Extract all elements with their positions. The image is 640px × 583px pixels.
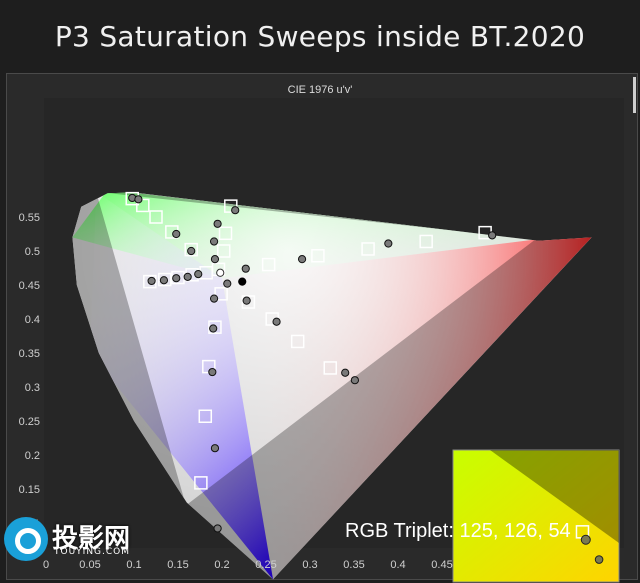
x-tick-label: 0.35 xyxy=(343,559,364,571)
sweep-measured-circle xyxy=(341,368,350,377)
y-tick-label: 0.3 xyxy=(25,382,40,394)
sweep-measured-circle xyxy=(172,229,181,239)
x-tick-label: 0.1 xyxy=(126,559,141,571)
sweep-target-square xyxy=(261,257,276,272)
sweep-measured-circle xyxy=(209,294,219,303)
x-tick-label: 0.4 xyxy=(390,559,405,571)
sweep-target-square xyxy=(136,198,150,213)
sweep-target-square xyxy=(311,249,325,263)
zoom-inset xyxy=(452,449,620,583)
x-tick-label: 0 xyxy=(43,559,49,571)
sweep-measured-circle xyxy=(183,272,192,281)
sweep-measured-circle xyxy=(213,219,222,228)
sweep-measured-circle xyxy=(223,279,232,288)
logo-icon xyxy=(4,517,48,561)
scrollbar-thumb[interactable] xyxy=(633,77,636,113)
sweep-target-square xyxy=(241,295,256,309)
sweep-measured-circle xyxy=(213,524,222,533)
sweep-target-square xyxy=(198,409,213,423)
sweep-target-square xyxy=(218,226,233,241)
x-axis: 00.050.10.150.20.250.30.350.40.450.50.55 xyxy=(43,559,541,571)
logo-text: 投影网 xyxy=(52,524,131,554)
rgb-triplet-readout: RGB Triplet: 125, 126, 54 xyxy=(345,520,571,542)
sweep-target-square xyxy=(158,272,172,287)
sweep-markers xyxy=(125,191,497,533)
sweep-measured-circle xyxy=(187,246,196,256)
cie-chart: CIE 1976 u'v' 0 0.05 0.1 0.15 0.2 0.25 0.3 0.35… xyxy=(19,84,624,583)
sweep-measured-circle xyxy=(194,270,203,279)
y-tick-label: 0.5 xyxy=(25,246,40,258)
y-tick-label: 0.2 xyxy=(25,450,40,462)
sweep-measured-circle xyxy=(241,264,250,273)
site-logo: 投影网 TOUYING.COM xyxy=(4,517,130,561)
y-axis: 0.10.150.20.250.30.350.40.450.50.55 xyxy=(19,212,40,530)
x-tick-label: 0.3 xyxy=(302,559,317,571)
sweep-measured-circle xyxy=(172,274,181,283)
y-tick-label: 0.35 xyxy=(19,348,40,360)
x-tick-label: 0.05 xyxy=(79,559,100,571)
sweep-measured-circle xyxy=(210,255,220,264)
sweep-target-square xyxy=(184,242,198,257)
sweep-measured-circle xyxy=(384,239,393,248)
sweep-measured-circle xyxy=(134,195,143,204)
x-tick-label: 0.45 xyxy=(431,559,452,571)
sweep-measured-circle xyxy=(297,255,307,264)
y-tick-label: 0.55 xyxy=(19,212,40,224)
outside-gamut-shading xyxy=(72,192,592,580)
sweep-measured-circle xyxy=(147,276,156,286)
x-tick-label: 0.25 xyxy=(255,559,276,571)
sweep-target-square xyxy=(194,476,208,490)
sweep-target-square xyxy=(217,244,231,258)
sweep-measured-circle xyxy=(242,296,251,305)
sweep-target-square xyxy=(361,242,375,256)
sweep-measured-circle xyxy=(209,237,219,246)
page-title: P3 Saturation Sweeps inside BT.2020 xyxy=(54,20,586,53)
sweep-target-square xyxy=(149,210,163,224)
sweep-measured-circle xyxy=(272,317,281,326)
inset-measured-circle xyxy=(594,555,604,564)
sweep-measured-circle xyxy=(488,231,497,240)
sweep-measured-circle xyxy=(159,276,169,285)
x-tick-label: 0.2 xyxy=(214,559,229,571)
sweep-measured-circle xyxy=(208,367,217,377)
sweep-measured-circle xyxy=(350,376,359,385)
x-tick-label: 0.15 xyxy=(167,559,188,571)
sweep-target-square xyxy=(214,287,228,301)
y-tick-label: 0.15 xyxy=(19,484,40,496)
inset-measured-circle xyxy=(580,534,591,545)
y-tick-label: 0.4 xyxy=(25,314,40,326)
chart-title: CIE 1976 u'v' xyxy=(288,84,353,96)
sweep-measured-circle xyxy=(231,206,240,215)
sweep-target-square xyxy=(208,320,222,334)
sweep-target-square xyxy=(143,274,157,289)
y-tick-label: 0.45 xyxy=(19,280,40,292)
sweep-target-square xyxy=(419,234,433,249)
sweep-target-square xyxy=(323,361,337,375)
current-point xyxy=(238,277,247,286)
white-point xyxy=(216,268,225,277)
y-tick-label: 0.25 xyxy=(19,416,40,428)
logo-subtext: TOUYING.COM xyxy=(54,547,131,557)
sweep-measured-circle xyxy=(209,324,218,333)
sweep-measured-circle xyxy=(210,444,220,453)
sweep-target-square xyxy=(290,334,305,349)
sweep-target-square xyxy=(224,199,238,213)
